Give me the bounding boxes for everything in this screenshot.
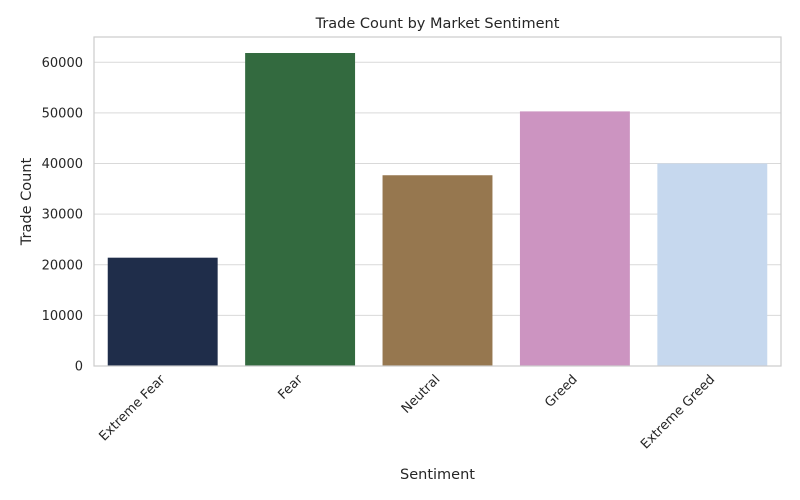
bars bbox=[107, 53, 768, 367]
bar-extreme-greed bbox=[657, 163, 768, 366]
y-tick-labels: 0 10000 20000 30000 40000 50000 60000 bbox=[42, 56, 83, 375]
y-tick-label: 50000 bbox=[42, 106, 83, 121]
x-tick-label: Greed bbox=[542, 372, 580, 410]
bar-fear bbox=[245, 53, 356, 367]
y-tick-label: 0 bbox=[75, 360, 83, 375]
chart-title: Trade Count by Market Sentiment bbox=[315, 16, 560, 32]
x-axis-title: Sentiment bbox=[400, 467, 475, 483]
bar-greed bbox=[519, 111, 630, 366]
x-tick-label: Extreme Fear bbox=[96, 372, 169, 445]
bar-extreme-fear bbox=[107, 257, 218, 366]
y-tick-label: 40000 bbox=[42, 157, 83, 172]
y-tick-label: 10000 bbox=[42, 309, 83, 324]
x-tick-label: Fear bbox=[275, 372, 306, 403]
x-tick-label: Neutral bbox=[399, 372, 444, 417]
bar-neutral bbox=[382, 175, 493, 366]
y-tick-label: 20000 bbox=[42, 258, 83, 273]
y-axis-title: Trade Count bbox=[19, 158, 35, 247]
x-tick-labels: Extreme Fear Fear Neutral Greed Extreme Gree… bbox=[96, 372, 718, 453]
y-tick-label: 60000 bbox=[42, 56, 83, 71]
plot-frame bbox=[93, 36, 782, 367]
x-tick-label: Extreme Greed bbox=[638, 372, 718, 452]
y-tick-label: 30000 bbox=[42, 208, 83, 223]
